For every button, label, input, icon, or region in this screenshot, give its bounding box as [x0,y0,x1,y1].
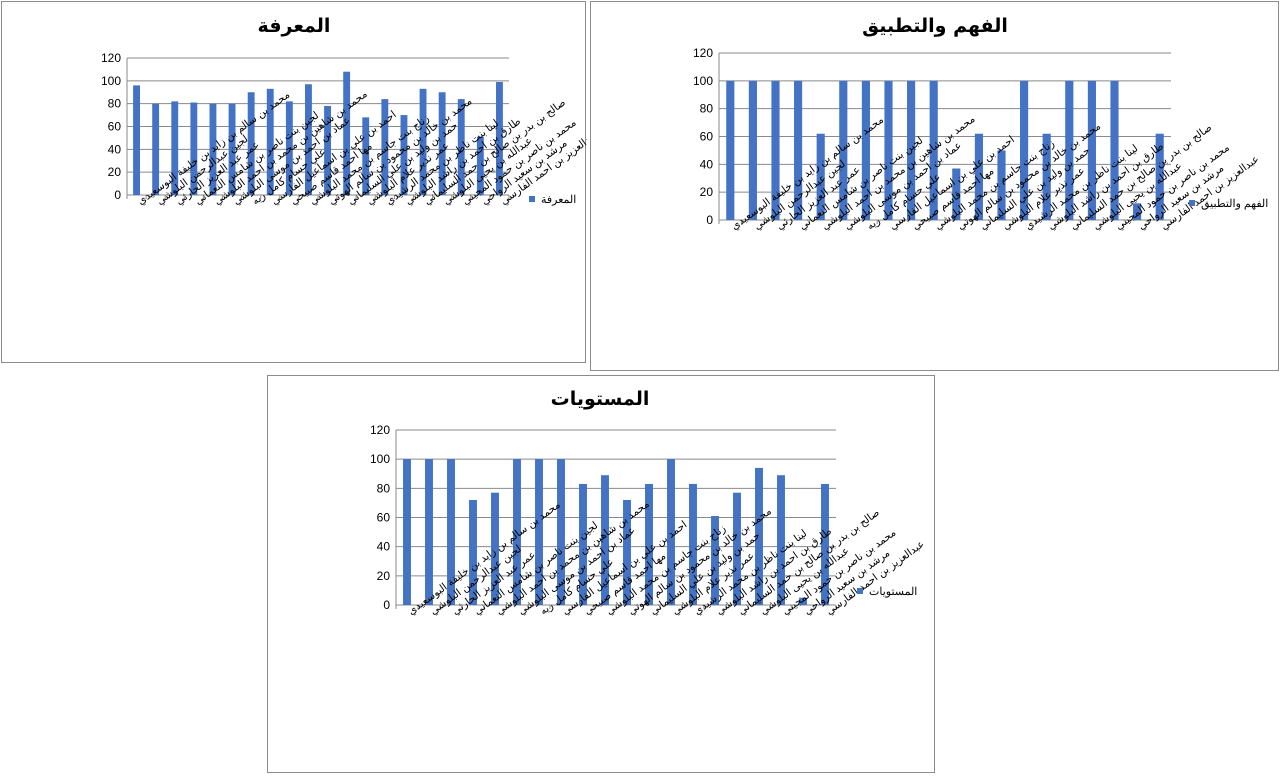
bar [535,459,543,605]
y-tick-label: 40 [108,142,122,156]
bar [667,459,675,605]
bar [152,103,160,195]
bar [1020,80,1029,220]
y-tick-label: 60 [108,120,122,134]
legend-swatch [1189,200,1195,206]
chart-panel-knowledge: المعرفة 0 20 40 60 80 100 120 محمد بن سالم بن زا… [1,1,587,363]
bar [689,483,697,605]
bar [861,80,870,220]
bar [1110,80,1119,220]
chart-panel-understanding: الفهم والتطبيق 0 20 40 60 80 100 120 محمد بن سال… [590,1,1279,371]
bar [726,80,735,220]
bar [974,133,983,220]
y-tick-label: 120 [101,51,121,65]
bar [1042,133,1051,220]
y-tick-label: 20 [700,185,714,199]
y-tick-label: 40 [377,540,391,554]
bar [1133,203,1142,220]
y-tick-label: 120 [693,46,713,60]
chart-title: المعرفة [258,15,331,37]
bar [343,71,351,195]
bar [419,88,427,195]
bar [228,103,236,195]
bar [794,80,803,220]
bar [469,500,477,605]
bar [247,92,255,195]
y-tick-label: 0 [706,213,713,227]
bar [1155,133,1164,220]
bar [425,459,433,605]
bar [623,500,631,605]
chart-title: الفهم والتطبيق [862,15,1008,37]
chart-panel-levels: المستويات 0 20 40 60 80 100 120 محمد بن سالم بن … [267,375,935,773]
legend-label: المعرفة [541,194,576,206]
bar [1087,80,1096,220]
bar [362,117,370,195]
bar [491,492,499,605]
y-tick-label: 120 [370,423,390,437]
bar [799,597,807,605]
bar [513,459,521,605]
y-tick-label: 60 [700,130,714,144]
chart-title: المستويات [551,388,650,410]
bar [711,516,719,605]
bar [771,80,780,220]
bar [476,136,484,195]
bar [645,483,653,605]
y-tick-label: 0 [114,188,121,202]
bar [816,133,825,220]
bar [133,85,140,195]
bar [209,103,217,195]
legend-label: الفهم والتطبيق [1201,198,1268,210]
y-tick-label: 0 [383,598,390,612]
bar [496,81,503,195]
bar [285,101,293,195]
bar [1065,80,1074,220]
y-tick-label: 100 [693,74,713,88]
legend-swatch [529,196,535,202]
y-tick-label: 100 [101,74,121,88]
bar [305,84,312,195]
bar [447,459,455,605]
bar [884,80,893,220]
y-tick-label: 80 [700,102,714,116]
bar [748,80,757,220]
bar [190,102,198,195]
bar [839,80,848,220]
bar [579,483,587,605]
y-tick-label: 100 [370,452,390,466]
bar [821,483,829,605]
bar [324,105,331,195]
bar [381,99,389,195]
y-tick-label: 60 [377,511,391,525]
bar [557,459,565,605]
y-tick-label: 20 [377,569,391,583]
y-tick-label: 20 [108,165,122,179]
bar [929,80,938,220]
bar [777,475,785,605]
y-tick-label: 40 [700,157,714,171]
bar [952,168,961,220]
bar [400,115,408,195]
bar [403,459,411,605]
bar [733,492,741,605]
bar [755,467,763,605]
y-tick-label: 80 [377,481,391,495]
legend-label: المستويات [869,586,917,598]
bar [438,92,446,195]
y-tick-label: 80 [108,97,122,111]
bar [266,88,274,195]
legend-swatch [857,588,863,594]
bar [997,150,1006,220]
bar [457,99,465,195]
bar [907,80,916,220]
bar [171,101,179,195]
bar [601,475,609,605]
